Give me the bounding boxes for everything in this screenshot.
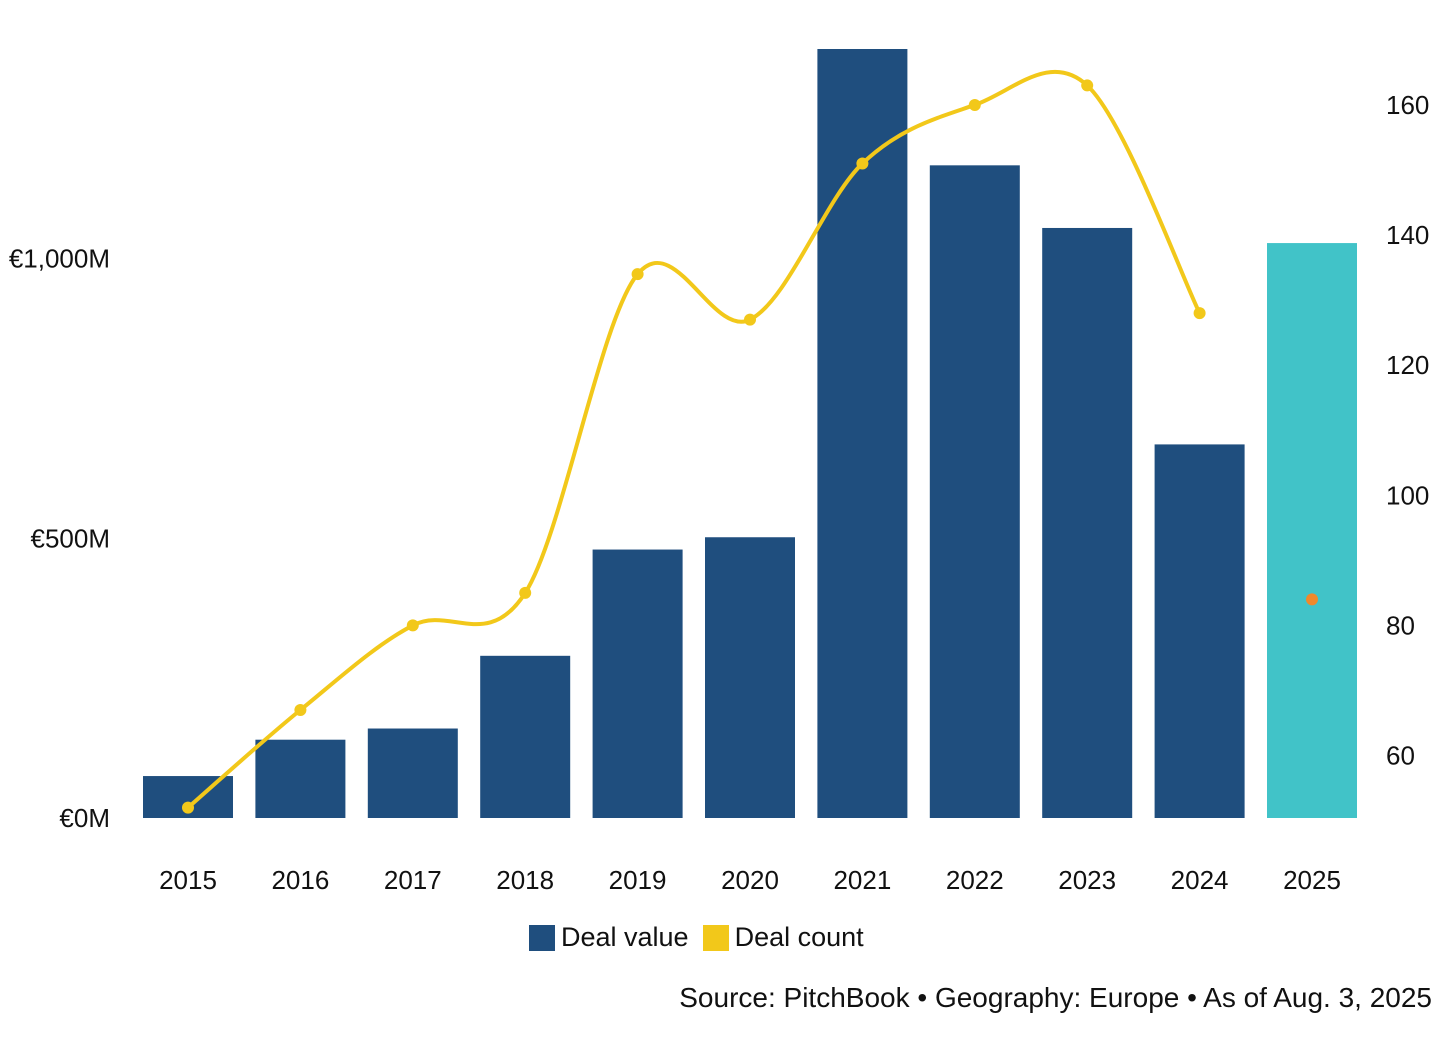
x-axis-tick-label: 2023 bbox=[1058, 865, 1116, 895]
legend-item-deal-value: Deal value bbox=[529, 922, 689, 953]
deal-count-point-2018 bbox=[519, 586, 532, 599]
deal-count-point-2025 bbox=[1306, 593, 1318, 606]
bar-2018 bbox=[480, 655, 571, 818]
legend-item-deal-count: Deal count bbox=[702, 922, 864, 953]
deal-count-point-2022 bbox=[968, 98, 981, 111]
bar-2022 bbox=[929, 165, 1020, 818]
right-axis-tick-label: 80 bbox=[1386, 610, 1415, 640]
x-axis-tick-label: 2019 bbox=[609, 865, 667, 895]
legend-label-deal-count: Deal count bbox=[734, 922, 864, 952]
source-note: Source: PitchBook • Geography: Europe • … bbox=[679, 982, 1432, 1013]
deal-count-point-2023 bbox=[1081, 79, 1094, 92]
legend: Deal value Deal count bbox=[529, 922, 878, 953]
bar-2023 bbox=[1042, 227, 1133, 818]
right-axis-tick-label: 100 bbox=[1386, 480, 1429, 510]
bar-2021 bbox=[817, 49, 908, 818]
right-axis-tick-label: 120 bbox=[1386, 350, 1429, 380]
x-axis-tick-label: 2020 bbox=[721, 865, 779, 895]
x-axis-tick-label: 2018 bbox=[496, 865, 554, 895]
deal-count-point-2021 bbox=[856, 157, 869, 170]
left-axis-tick-label: €0M bbox=[59, 803, 110, 833]
x-axis-tick-label: 2017 bbox=[384, 865, 442, 895]
legend-swatch-deal-value bbox=[529, 924, 555, 951]
bar-2025 bbox=[1267, 243, 1357, 819]
left-axis-tick-label: €500M bbox=[31, 523, 111, 553]
bar-2020 bbox=[705, 537, 795, 818]
x-axis-tick-label: 2024 bbox=[1171, 865, 1229, 895]
x-axis-tick-label: 2016 bbox=[271, 865, 329, 895]
bar-2019 bbox=[592, 549, 683, 818]
bar-2016 bbox=[255, 739, 346, 818]
left-axis-tick-label: €1,000M bbox=[9, 244, 110, 274]
deal-count-point-2019 bbox=[631, 268, 644, 281]
right-axis-tick-label: 160 bbox=[1386, 90, 1429, 120]
x-axis-tick-label: 2022 bbox=[946, 865, 1004, 895]
x-axis-tick-label: 2021 bbox=[833, 865, 891, 895]
right-axis-tick-label: 60 bbox=[1386, 741, 1415, 771]
x-axis-tick-label: 2015 bbox=[159, 865, 217, 895]
right-axis-tick-label: 140 bbox=[1386, 220, 1429, 250]
deal-count-point-2020 bbox=[744, 313, 756, 326]
deal-count-line bbox=[186, 69, 1202, 810]
deal-count-point-2016 bbox=[294, 704, 307, 717]
x-axis-tick-label: 2025 bbox=[1283, 865, 1341, 895]
deal-count-point-2015 bbox=[182, 801, 194, 814]
deal-count-point-2024 bbox=[1193, 307, 1206, 320]
legend-label-deal-value: Deal value bbox=[561, 922, 689, 952]
deal-count-point-2017 bbox=[406, 619, 419, 632]
bar-2017 bbox=[367, 728, 458, 818]
legend-swatch-deal-count bbox=[702, 924, 729, 951]
bar-2024 bbox=[1154, 444, 1245, 818]
